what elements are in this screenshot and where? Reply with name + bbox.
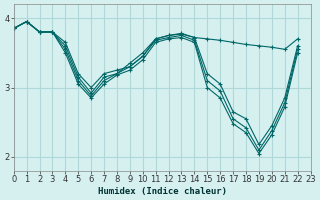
X-axis label: Humidex (Indice chaleur): Humidex (Indice chaleur) [98, 187, 227, 196]
